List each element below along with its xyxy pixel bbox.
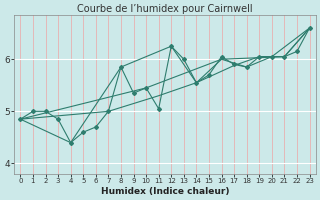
X-axis label: Humidex (Indice chaleur): Humidex (Indice chaleur) <box>101 187 229 196</box>
Title: Courbe de l’humidex pour Cairnwell: Courbe de l’humidex pour Cairnwell <box>77 4 253 14</box>
